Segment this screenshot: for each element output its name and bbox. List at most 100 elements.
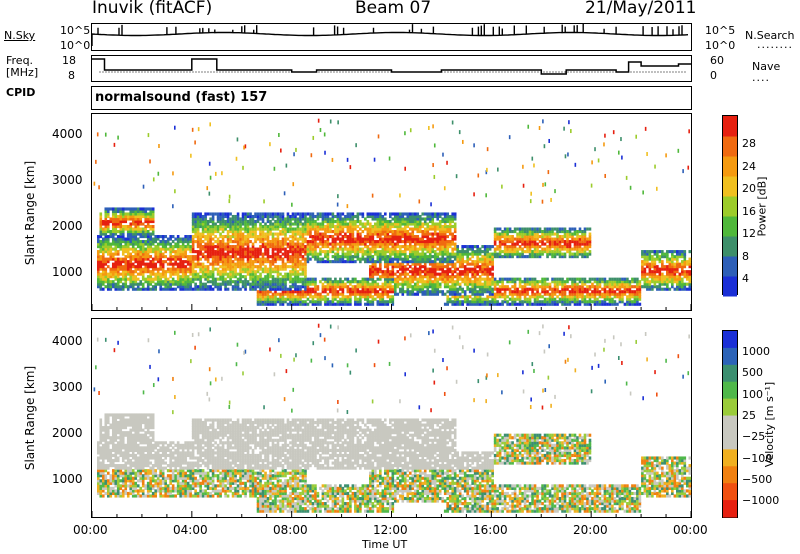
power-cell [216, 285, 220, 289]
power-cell [131, 247, 135, 251]
velocity-cell [211, 481, 215, 485]
velocity-cell [194, 446, 197, 450]
velocity-cell [271, 489, 275, 493]
power-cell [274, 300, 277, 304]
power-cell [319, 240, 322, 244]
velocity-cell [206, 461, 210, 465]
velocity-cell [264, 491, 267, 496]
velocity-cell [274, 418, 277, 422]
power-cell [114, 237, 118, 241]
velocity-cell [161, 479, 165, 483]
power-cell [224, 227, 227, 231]
power-cell [129, 212, 133, 216]
power-cell [104, 250, 108, 254]
power-cell [319, 232, 322, 236]
power-cell [279, 287, 282, 291]
velocity-cell [199, 438, 202, 442]
power-cell [314, 302, 317, 306]
power-cell [134, 282, 138, 286]
velocity-cell [171, 471, 175, 475]
power-cell [269, 230, 272, 234]
power-cell [299, 272, 302, 276]
power-cell [129, 232, 133, 236]
velocity-cell [246, 431, 250, 435]
velocity-cell [96, 441, 100, 445]
velocity-cell [251, 489, 255, 493]
velocity-colorbar-swatch [723, 347, 737, 366]
velocity-cell [199, 474, 202, 478]
velocity-cell [149, 423, 153, 427]
power-cell [156, 260, 160, 264]
velocity-cell [256, 456, 260, 460]
power-cell [114, 267, 118, 271]
velocity-cell [139, 458, 143, 463]
power-cell [194, 212, 197, 216]
velocity-colorbar-swatch [723, 500, 737, 518]
velocity-cell [271, 441, 275, 445]
power-cell [321, 214, 325, 219]
velocity-cell [264, 418, 267, 422]
power-cell [169, 260, 172, 264]
velocity-cell [224, 479, 227, 483]
power-cell [204, 214, 207, 219]
power-cell [294, 235, 297, 239]
velocity-cell [119, 494, 123, 498]
velocity-cell [144, 461, 148, 465]
power-cell [184, 252, 187, 256]
power-cell [249, 272, 252, 276]
velocity-cell [329, 426, 332, 430]
power-cell [126, 262, 130, 266]
power-cell [274, 295, 277, 299]
velocity-cell [331, 428, 335, 432]
velocity-cell [289, 466, 292, 470]
power-cell [184, 247, 187, 251]
velocity-cell [239, 428, 242, 432]
power-cell [216, 245, 220, 249]
power-cell [299, 222, 302, 226]
velocity-cell [134, 494, 138, 498]
velocity-cell [314, 443, 317, 447]
velocity-cell [169, 466, 172, 470]
power-cell [129, 267, 133, 271]
power-cell [101, 287, 105, 291]
velocity-cell [269, 491, 272, 496]
velocity-cell [234, 458, 237, 463]
power-cell [114, 275, 118, 279]
power-cell [259, 232, 262, 236]
power-cell [131, 217, 135, 221]
power-cell [269, 245, 272, 249]
power-ytick-4000: 4000 [52, 127, 83, 141]
power-cell [269, 280, 272, 284]
velocity-cell [144, 486, 148, 490]
velocity-cell [274, 431, 277, 435]
power-cell [174, 262, 177, 266]
velocity-cell [211, 464, 215, 468]
power-cell [181, 250, 185, 254]
velocity-cell [269, 426, 272, 430]
power-cell [154, 247, 157, 251]
power-cell [246, 242, 250, 246]
power-cell [321, 217, 325, 221]
velocity-cell [296, 509, 300, 513]
power-cell [186, 267, 190, 271]
velocity-cell [191, 471, 195, 475]
velocity-cell [241, 461, 245, 465]
velocity-cell [296, 461, 300, 465]
velocity-cell [284, 507, 287, 511]
power-cell [289, 247, 292, 251]
velocity-cell [104, 453, 108, 458]
power-cell [121, 214, 125, 219]
velocity-cell [311, 458, 315, 463]
velocity-cell [284, 491, 287, 496]
velocity-cell [221, 471, 225, 475]
velocity-cell [146, 464, 150, 468]
power-cell [279, 272, 282, 276]
power-cell [281, 267, 285, 271]
power-cell [134, 212, 138, 216]
power-cell [119, 257, 123, 261]
power-cell [301, 212, 305, 216]
power-cell [174, 282, 177, 286]
velocity-cell [219, 418, 222, 422]
velocity-cell [284, 461, 287, 465]
velocity-cell [194, 491, 197, 496]
